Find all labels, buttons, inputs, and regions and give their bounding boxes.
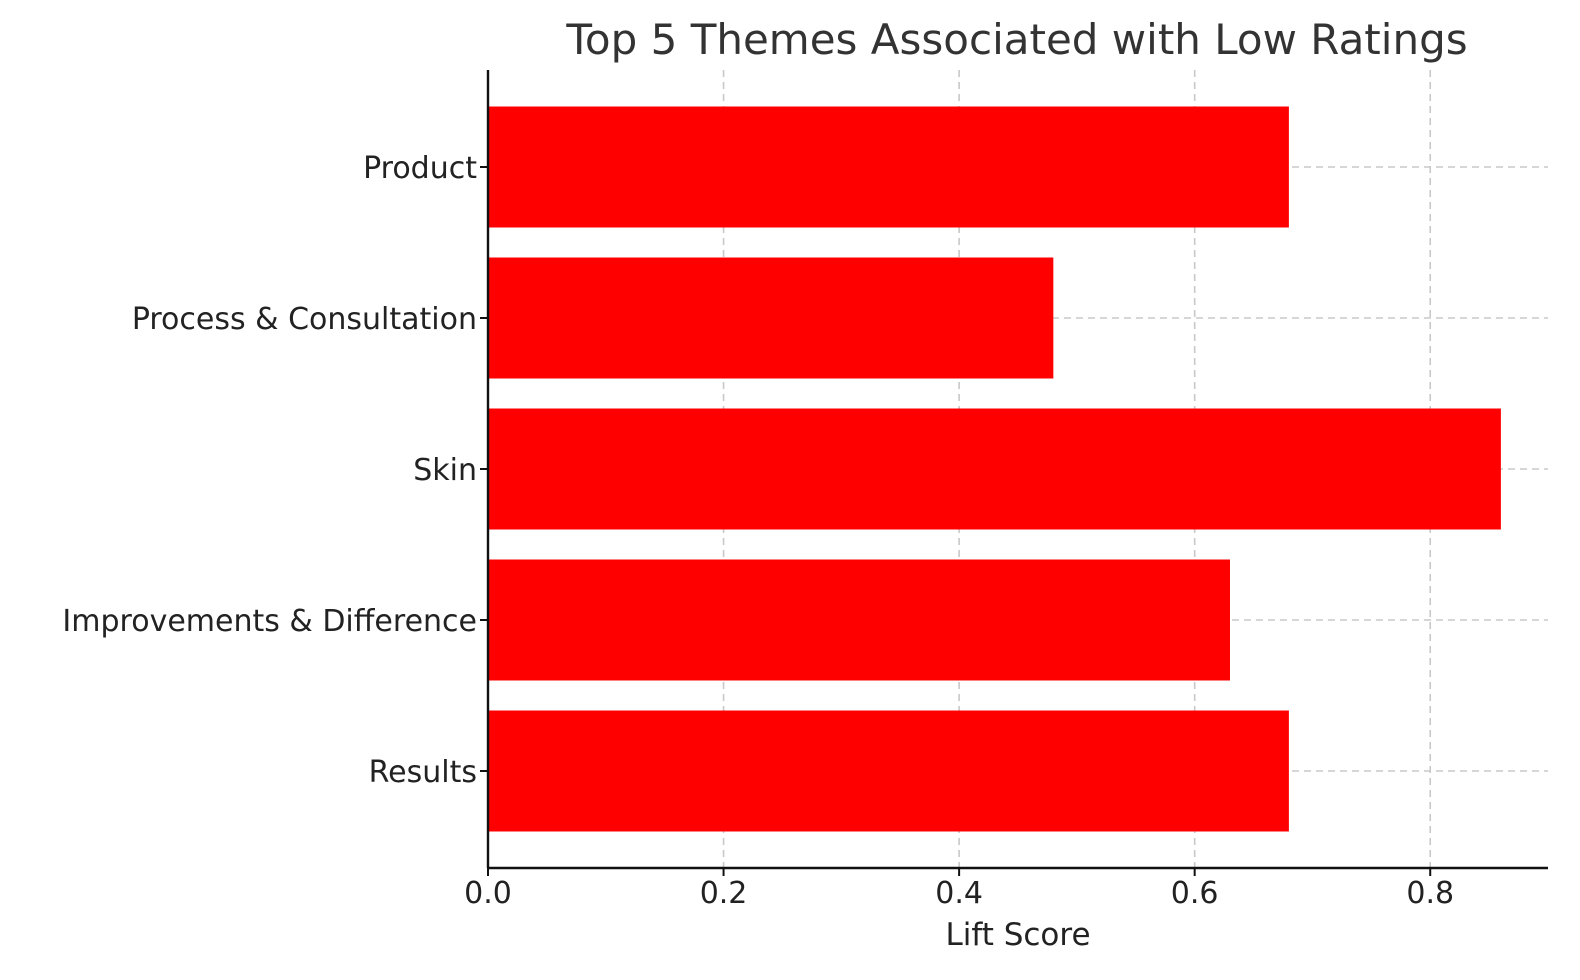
- bar-product: [488, 106, 1289, 228]
- chart-title: Top 5 Themes Associated with Low Ratings: [565, 15, 1467, 64]
- ticks: 0.0 0.2 0.4 0.6 0.8 Product Process & Consulta…: [62, 151, 1454, 911]
- x-tick-label: 0.0: [464, 876, 512, 911]
- y-tick-label: Skin: [413, 453, 477, 488]
- y-tick-label: Product: [363, 151, 477, 186]
- x-tick-label: 0.4: [935, 876, 983, 911]
- y-tick-label: Improvements & Difference: [62, 604, 477, 639]
- x-axis-label: Lift Score: [945, 917, 1090, 953]
- y-tick-label: Results: [369, 755, 477, 790]
- x-tick-label: 0.8: [1406, 876, 1454, 911]
- x-tick-label: 0.2: [700, 876, 748, 911]
- x-tick-label: 0.6: [1171, 876, 1219, 911]
- bar-improvements-difference: [488, 559, 1230, 681]
- bar-skin: [488, 408, 1501, 530]
- bar-process-consultation: [488, 257, 1054, 379]
- bar-results: [488, 710, 1289, 832]
- y-tick-label: Process & Consultation: [132, 302, 477, 337]
- bars: [488, 106, 1501, 832]
